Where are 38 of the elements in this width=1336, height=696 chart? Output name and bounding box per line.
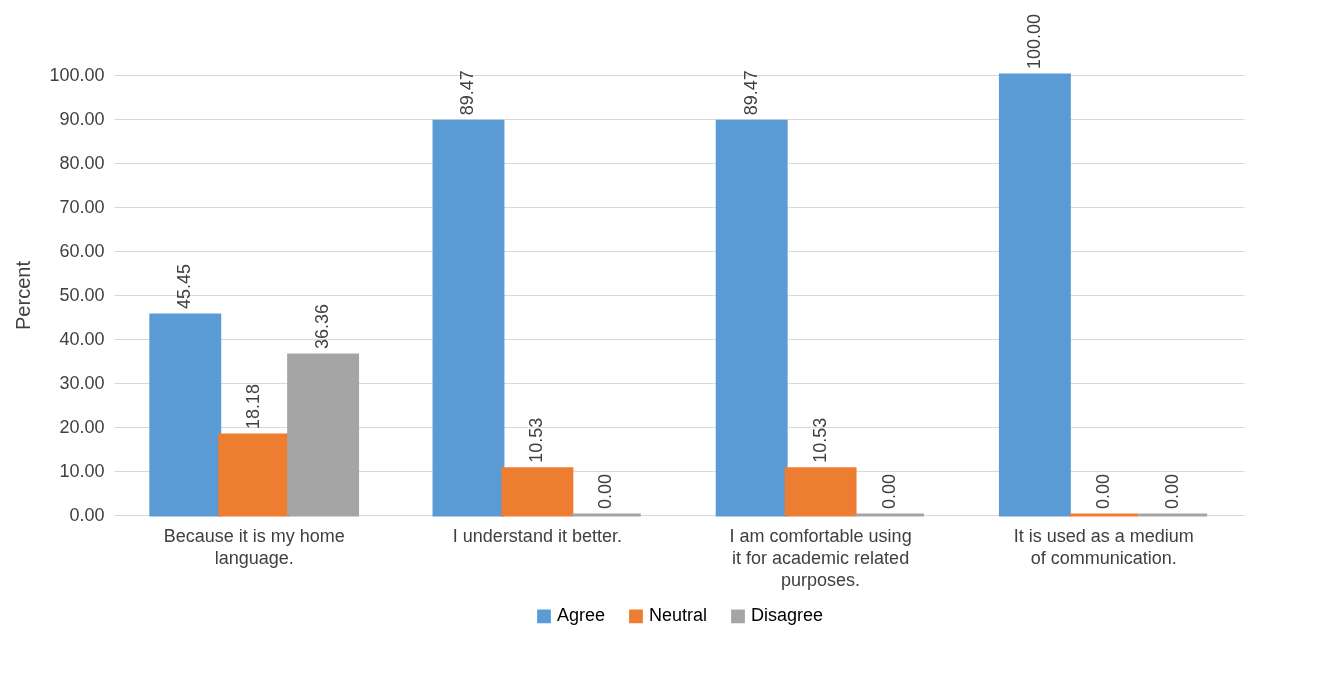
y-tick-label: 20.00 xyxy=(59,416,105,437)
data-label: 10.53 xyxy=(809,417,830,463)
y-tick-label: 30.00 xyxy=(59,372,105,393)
legend-label: Neutral xyxy=(649,605,708,626)
bar xyxy=(784,467,857,517)
y-tick-label: 80.00 xyxy=(59,152,105,173)
data-label: 100.00 xyxy=(1023,13,1044,69)
data-label: 36.36 xyxy=(312,303,333,350)
x-tick-label: It is used as a medium of communication. xyxy=(1013,525,1194,568)
y-tick-label: 70.00 xyxy=(59,196,105,217)
data-label: 89.47 xyxy=(740,70,761,116)
bar xyxy=(287,353,360,517)
y-tick-label: 0.00 xyxy=(69,504,105,525)
bar xyxy=(149,313,222,517)
data-label: 10.53 xyxy=(526,417,547,463)
data-label: 18.18 xyxy=(243,383,264,430)
y-tick-label: 50.00 xyxy=(59,284,105,305)
data-label: 0.00 xyxy=(1092,473,1113,509)
bar xyxy=(715,119,788,517)
bar xyxy=(432,119,505,517)
y-tick-label: 10.00 xyxy=(59,460,105,481)
y-tick-label: 40.00 xyxy=(59,328,105,349)
data-label: 0.00 xyxy=(595,473,616,509)
y-axis-title: Percent xyxy=(12,260,35,330)
data-label: 0.00 xyxy=(878,473,899,509)
data-label: 45.45 xyxy=(174,263,195,310)
y-tick-label: 90.00 xyxy=(59,108,105,129)
x-tick-label: I am comfortable using it for academic related purposes. xyxy=(729,525,912,590)
x-tick-label: Because it is my home language. xyxy=(163,525,345,568)
bar xyxy=(998,73,1071,517)
x-tick-label: I understand it better. xyxy=(452,525,622,546)
legend-label: Agree xyxy=(557,605,606,626)
y-tick-label: 100.00 xyxy=(49,64,105,85)
bar xyxy=(501,467,574,517)
legend-label: Disagree xyxy=(751,605,824,626)
data-label: 0.00 xyxy=(1161,473,1182,509)
data-label: 89.47 xyxy=(457,70,478,116)
y-tick-label: 60.00 xyxy=(59,240,105,261)
